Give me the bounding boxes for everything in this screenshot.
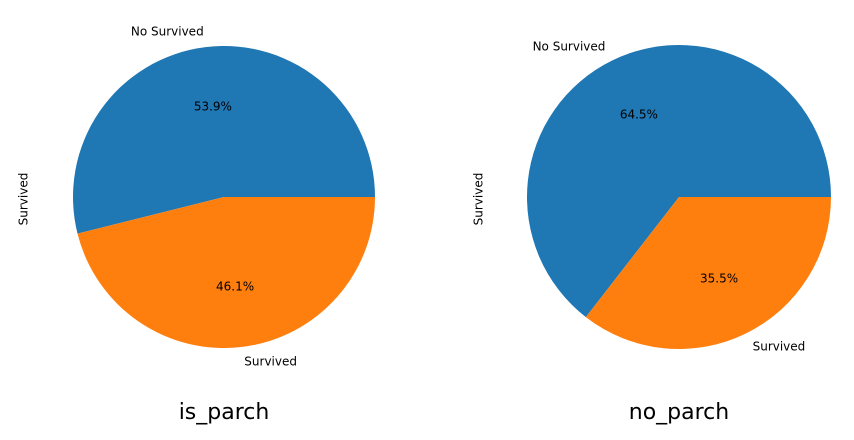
pie-chart-is-parch: Survived is_parch 53.9% No Survived 46.1% S… bbox=[17, 25, 376, 425]
pie-category-label: Survived bbox=[753, 340, 806, 354]
pie-percentage-label: 64.5% bbox=[620, 108, 658, 122]
pie-percentage-label: 35.5% bbox=[700, 271, 738, 285]
pie-percentage-label: 53.9% bbox=[194, 100, 232, 114]
y-axis-label: Survived bbox=[472, 173, 486, 226]
pie-title: no_parch bbox=[629, 400, 729, 425]
pie-category-label: No Survived bbox=[533, 39, 606, 53]
pie-slice-no-survived bbox=[527, 44, 831, 318]
pie-slice-survived bbox=[585, 197, 831, 349]
pie-slice-survived bbox=[77, 197, 375, 349]
pie-category-label: No Survived bbox=[131, 25, 204, 39]
pie-title: is_parch bbox=[179, 400, 270, 425]
pie-chart-no-parch: Survived no_parch 64.5% No Survived 35.5% S… bbox=[472, 39, 831, 425]
pie-category-label: Survived bbox=[244, 354, 297, 368]
pie-percentage-label: 46.1% bbox=[216, 279, 254, 293]
pie-slice-no-survived bbox=[73, 46, 376, 234]
y-axis-label: Survived bbox=[17, 173, 31, 226]
